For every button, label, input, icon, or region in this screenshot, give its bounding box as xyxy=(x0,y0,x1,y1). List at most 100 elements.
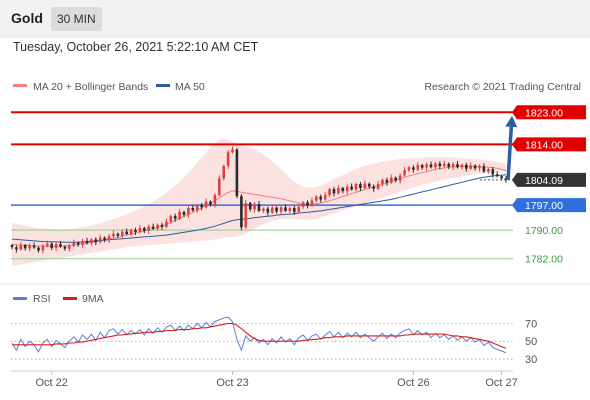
candle-body xyxy=(191,208,195,211)
candle xyxy=(15,245,18,253)
main-legend: MA 20 + Bollinger Bands MA 50 Research ©… xyxy=(13,81,581,93)
candle xyxy=(257,201,261,213)
candle-body xyxy=(213,195,217,205)
candle xyxy=(434,162,437,170)
candle-body xyxy=(248,203,252,210)
candle xyxy=(442,160,446,168)
x-tick-label: Oct 22 xyxy=(35,377,67,389)
candle-body xyxy=(372,186,375,189)
forecast-arrow-head xyxy=(505,115,518,128)
candle xyxy=(456,161,459,169)
candle xyxy=(173,213,177,222)
candle-body xyxy=(81,240,84,245)
candle-body xyxy=(173,215,177,219)
candle xyxy=(487,167,490,174)
candle xyxy=(28,243,31,252)
candle xyxy=(451,161,455,170)
candle-body xyxy=(178,211,181,219)
candle-body xyxy=(244,203,248,228)
candle-body xyxy=(315,196,318,201)
candle-body xyxy=(195,205,199,211)
candle-body xyxy=(10,245,14,248)
candle-body xyxy=(204,201,208,208)
candle-body xyxy=(231,149,234,153)
candle-body xyxy=(270,207,274,213)
candle-body xyxy=(306,202,309,206)
candle-body xyxy=(138,228,142,232)
candle-body xyxy=(398,175,402,181)
candle xyxy=(209,200,212,207)
candle-body xyxy=(41,246,45,251)
candle-body xyxy=(32,245,36,248)
candle xyxy=(54,241,58,252)
candle xyxy=(315,195,318,203)
candle-body xyxy=(209,201,212,205)
candle xyxy=(90,238,93,246)
candle-body xyxy=(112,233,115,237)
moving-averages xyxy=(11,165,507,247)
candle-body xyxy=(76,242,80,245)
candle-body xyxy=(319,196,322,200)
rsi-line xyxy=(11,316,507,354)
level-value-1782-00: 1782.00 xyxy=(525,254,563,266)
legend-swatch-ma50 xyxy=(156,84,170,87)
candle-body xyxy=(284,207,287,211)
candle-body xyxy=(63,246,67,249)
candle xyxy=(469,162,472,170)
candle-body xyxy=(482,166,486,172)
candle-body xyxy=(332,189,336,194)
level-tag-1797-00 xyxy=(512,198,586,213)
rsi-legend: RSI 9MA xyxy=(13,293,104,305)
level-tag-1823-00 xyxy=(512,105,586,120)
timestamp: Tuesday, October 26, 2021 5:22:10 AM CET xyxy=(13,40,259,54)
rsi-tick-50: 50 xyxy=(525,336,537,348)
level-labels: 1823.00 1814.00 1804.09 1797.00 1790.00 1782.… xyxy=(512,105,586,266)
candles xyxy=(10,146,508,254)
candle-body xyxy=(68,245,71,249)
candle-body xyxy=(429,164,433,168)
candle-body xyxy=(341,188,345,192)
candle xyxy=(323,192,327,201)
candle-body xyxy=(491,169,495,175)
candle-body xyxy=(266,208,270,213)
candle-body xyxy=(328,189,331,196)
candle-body xyxy=(134,229,137,232)
candle xyxy=(72,239,76,248)
candle-body xyxy=(156,224,159,229)
candle xyxy=(500,174,503,181)
legend-rsi: RSI xyxy=(33,293,51,305)
candle xyxy=(19,242,23,251)
candle xyxy=(23,243,27,251)
rsi-tick-30: 30 xyxy=(525,354,537,366)
rsi-tick-70: 70 xyxy=(525,318,537,330)
legend-swatch-9ma xyxy=(63,297,77,300)
candle xyxy=(244,199,248,229)
candle-body xyxy=(359,184,362,188)
candle xyxy=(270,204,274,214)
candle xyxy=(10,243,14,250)
credit: Research © 2021 Trading Central xyxy=(424,81,581,93)
ma20-line xyxy=(11,165,507,247)
candle-body xyxy=(500,176,503,179)
candle xyxy=(98,234,102,244)
candle-body xyxy=(442,163,446,167)
candle xyxy=(394,176,397,183)
candle xyxy=(438,161,442,170)
candle-body xyxy=(15,247,18,250)
timeframe-badge[interactable]: 30 MIN xyxy=(51,7,102,31)
candle xyxy=(59,241,62,248)
candle xyxy=(32,242,36,249)
candle xyxy=(447,162,450,170)
candle-body xyxy=(23,245,27,249)
candle-body xyxy=(407,167,411,171)
candle-body xyxy=(350,186,353,190)
candle-body xyxy=(46,243,49,247)
candle-body xyxy=(394,177,397,181)
candle xyxy=(279,205,283,215)
candle xyxy=(310,197,314,207)
candle-body xyxy=(94,239,98,243)
candle-body xyxy=(504,178,508,180)
candle-body xyxy=(434,163,437,168)
legend-swatch-ma20 xyxy=(13,84,27,87)
candle xyxy=(495,171,499,178)
